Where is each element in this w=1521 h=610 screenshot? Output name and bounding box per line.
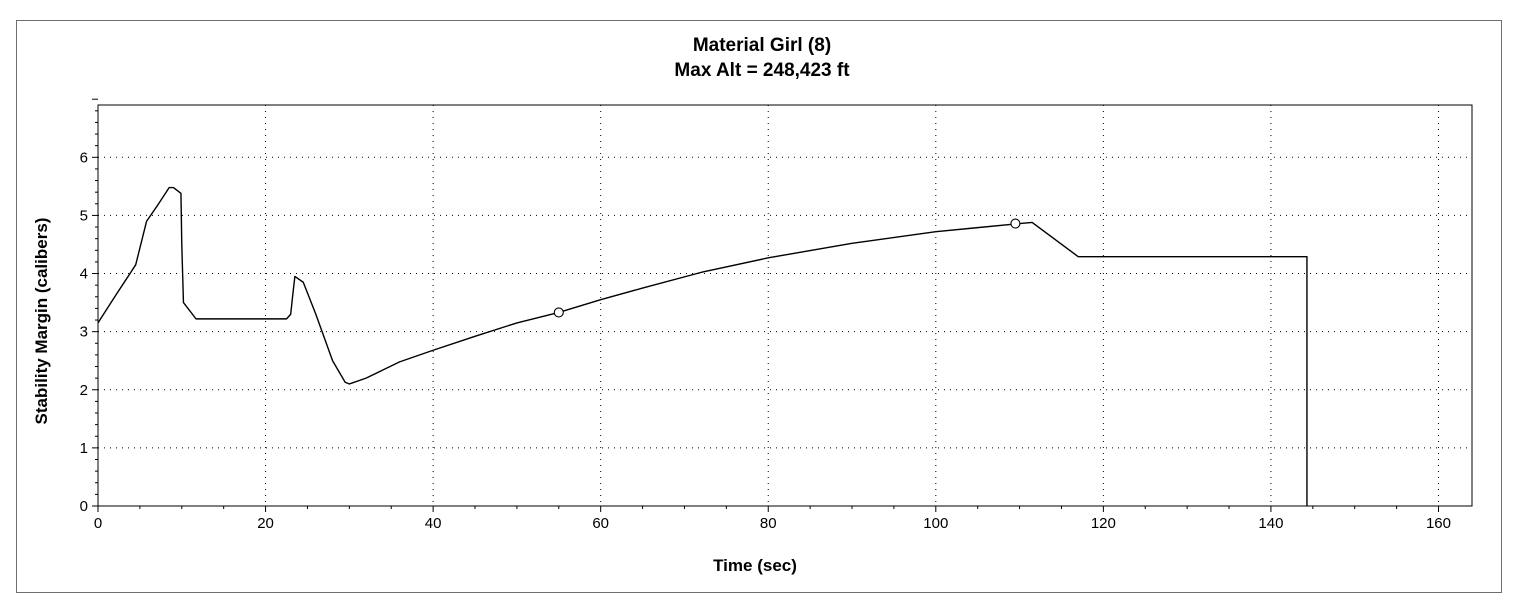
y-tick-label: 0 bbox=[80, 498, 88, 515]
x-tick-label: 60 bbox=[592, 515, 609, 532]
plot-area-border bbox=[97, 104, 1473, 507]
x-tick-label: 140 bbox=[1258, 515, 1283, 532]
stability-margin-line bbox=[97, 186, 1308, 506]
x-tick-label: 40 bbox=[425, 515, 442, 532]
event-marker bbox=[553, 307, 564, 318]
x-tick-label: 160 bbox=[1426, 515, 1451, 532]
axis-ticks: 0 20 40 60 80 100 120 140 160 0 1 2 3 4 5 6 bbox=[80, 98, 1451, 532]
y-tick-label: 4 bbox=[80, 266, 88, 283]
x-tick-label: 80 bbox=[760, 515, 777, 532]
x-tick-label: 20 bbox=[257, 515, 274, 532]
y-tick-label: 5 bbox=[80, 207, 88, 224]
chart-title: Material Girl (8) bbox=[693, 35, 831, 56]
x-tick-label: 120 bbox=[1091, 515, 1116, 532]
y-tick-label: 1 bbox=[80, 440, 88, 457]
x-tick-label: 100 bbox=[923, 515, 948, 532]
y-tick-label: 2 bbox=[80, 382, 88, 399]
x-tick-label: 0 bbox=[94, 515, 102, 532]
grid-lines bbox=[98, 105, 1472, 506]
marker-layer bbox=[553, 218, 1021, 318]
chart-subtitle: Max Alt = 248,423 ft bbox=[674, 60, 850, 81]
y-tick-label: 6 bbox=[80, 149, 88, 166]
event-marker bbox=[1010, 218, 1021, 229]
stability-chart: Material Girl (8) Max Alt = 248,423 ft 0… bbox=[32, 35, 1473, 575]
chart-frame: Material Girl (8) Max Alt = 248,423 ft 0… bbox=[16, 20, 1502, 593]
y-axis-label: Stability Margin (calibers) bbox=[32, 218, 51, 425]
series-layer bbox=[97, 186, 1308, 506]
x-axis-label: Time (sec) bbox=[713, 556, 797, 575]
y-tick-label: 3 bbox=[80, 324, 88, 341]
